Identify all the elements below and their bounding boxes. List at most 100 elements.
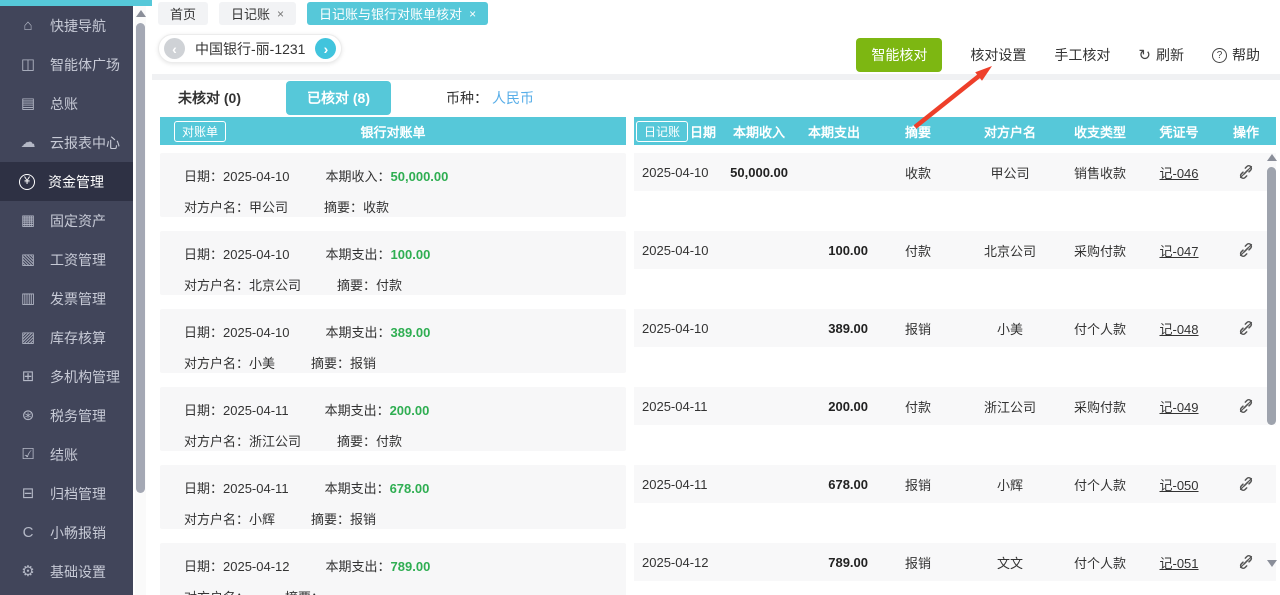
journal-panel-header: 日记账 日期 本期收入 本期支出 摘要 对方户名 收支类型 凭证号 操作	[634, 117, 1276, 145]
sidebar-item-fixed-assets[interactable]: ▦ 固定资产	[0, 201, 133, 240]
sidebar-item-funds-management[interactable]: ¥ 资金管理	[0, 162, 133, 201]
next-bank-button[interactable]: ›	[315, 38, 337, 59]
voucher-link[interactable]: 记-049	[1159, 399, 1199, 415]
journal-voucher-cell: 记-048	[1142, 319, 1216, 338]
sidebar-item-closing[interactable]: ☑ 结账	[0, 435, 133, 474]
journal-operation-cell	[1216, 164, 1276, 180]
xiaochang-expense-icon: C	[22, 524, 34, 541]
sidebar-item-label: 税务管理	[50, 407, 106, 424]
journal-party: 小辉	[996, 477, 1023, 493]
statement-row[interactable]: 日期：2025-04-11 本期支出：200.00 对方户名：浙江公司 摘要：付款	[160, 387, 626, 451]
sidebar-item-quick-nav[interactable]: ⌂ 快捷导航	[0, 6, 133, 45]
statement-row[interactable]: 日期：2025-04-11 本期支出：678.00 对方户名：小辉 摘要：报销	[160, 465, 626, 529]
column-header-6: 凭证号	[1159, 124, 1199, 140]
journal-scroll-up-arrow[interactable]	[1266, 154, 1277, 161]
memo-value: 付款	[376, 434, 403, 449]
unlink-icon[interactable]	[1238, 476, 1254, 492]
sidebar-item-archive[interactable]: ⊟ 归档管理	[0, 474, 133, 513]
amount-label: 本期支出：	[325, 559, 391, 574]
sidebar-item-label: 基础设置	[50, 563, 106, 580]
refresh-button[interactable]: ↻ 刷新	[1138, 45, 1184, 65]
sidebar-item-basic-settings[interactable]: ⚙ 基础设置	[0, 552, 133, 591]
close-icon[interactable]: ×	[277, 6, 285, 21]
statement-row[interactable]: 日期：2025-04-10 本期支出：100.00 对方户名：北京公司 摘要：付款	[160, 231, 626, 295]
statement-row[interactable]: 日期：2025-04-10 本期收入：50,000.00 对方户名：甲公司 摘要：收款	[160, 153, 626, 217]
party-value: 小美	[249, 356, 276, 371]
voucher-link[interactable]: 记-048	[1159, 321, 1199, 337]
sidebar-scroll-up-arrow[interactable]	[135, 10, 146, 17]
bank-account-selector[interactable]: ‹ 中国银行-丽-1231 ›	[158, 34, 343, 63]
sidebar-item-invoice-management[interactable]: ▥ 发票管理	[0, 279, 133, 318]
party-label: 对方户名：	[184, 512, 250, 527]
sidebar-item-tax-management[interactable]: ⊛ 税务管理	[0, 396, 133, 435]
tab-journal[interactable]: 日记账 ×	[219, 2, 297, 25]
journal-type: 付个人款	[1073, 321, 1126, 337]
tab-journal-bank-reconciliation[interactable]: 日记账与银行对账单核对 ×	[307, 2, 489, 25]
amount-label: 本期支出：	[325, 247, 391, 262]
journal-scrollbar[interactable]	[1266, 150, 1277, 592]
voucher-link[interactable]: 记-051	[1159, 555, 1199, 571]
sidebar-item-label: 结账	[50, 446, 78, 463]
filter-bar: 未核对 (0) 已核对 (8) 币种： 人民币	[158, 81, 534, 115]
tab-bar: 首页 日记账 × 日记账与银行对账单核对 ×	[158, 2, 489, 25]
journal-row: 2025-04-10 100.00 付款 北京公司 采购付款 记-047	[634, 231, 1276, 269]
journal-summary: 报销	[904, 555, 931, 571]
date-value: 2025-04-11	[223, 481, 289, 496]
toolbar-actions: 智能核对 核对设置 手工核对 ↻ 刷新 ? 帮助	[856, 38, 1260, 72]
journal-summary: 付款	[904, 243, 931, 259]
statement-row-line1: 日期：2025-04-12 本期支出：789.00	[184, 556, 626, 575]
statement-row[interactable]: 日期：2025-04-12 本期支出：789.00 对方户名： 摘要：	[160, 543, 626, 595]
sidebar-item-cloud-reports[interactable]: ☁ 云报表中心	[0, 123, 133, 162]
column-header-2: 本期支出	[807, 124, 860, 140]
journal-expense: 789.00	[828, 554, 868, 570]
sidebar-item-label: 云报表中心	[50, 134, 120, 151]
unlink-icon[interactable]	[1238, 554, 1254, 570]
sidebar-item-agent-plaza[interactable]: ◫ 智能体广场	[0, 45, 133, 84]
close-icon[interactable]: ×	[469, 6, 477, 21]
journal-voucher-cell: 记-047	[1142, 241, 1216, 260]
journal-expense: 678.00	[828, 476, 868, 492]
sidebar-scrollbar-thumb[interactable]	[136, 23, 145, 493]
voucher-link[interactable]: 记-047	[1159, 243, 1199, 259]
refresh-label: 刷新	[1156, 47, 1184, 63]
sidebar-item-payroll[interactable]: ▧ 工资管理	[0, 240, 133, 279]
sidebar-item-general-ledger[interactable]: ▤ 总账	[0, 84, 133, 123]
tab-unchecked[interactable]: 未核对 (0)	[178, 90, 241, 106]
help-button[interactable]: ? 帮助	[1212, 45, 1260, 65]
tax-management-icon: ⊛	[21, 407, 35, 424]
journal-scroll-down-arrow[interactable]	[1266, 560, 1277, 567]
fixed-assets-icon: ▦	[20, 212, 36, 229]
tab-label: 首页	[170, 7, 197, 22]
sidebar-item-xiaochang-expense[interactable]: C 小畅报销	[0, 513, 133, 552]
party-label: 对方户名：	[184, 200, 250, 215]
sidebar-items: ⌂ 快捷导航 ◫ 智能体广场 ▤ 总账 ☁ 云报表中心 ¥ 资金管理 ▦ 固定资产 ▧ 工资管理 ▥ 发票管理…	[0, 6, 133, 591]
statement-row[interactable]: 日期：2025-04-10 本期支出：389.00 对方户名：小美 摘要：报销	[160, 309, 626, 373]
tab-checked[interactable]: 已核对 (8)	[286, 81, 391, 115]
sidebar-item-multi-org[interactable]: ⊞ 多机构管理	[0, 357, 133, 396]
sidebar-scrollbar[interactable]	[135, 6, 146, 595]
check-settings-button[interactable]: 核对设置	[970, 47, 1027, 63]
voucher-link[interactable]: 记-046	[1159, 165, 1199, 181]
tab-home[interactable]: 首页	[158, 2, 209, 25]
unlink-icon[interactable]	[1238, 164, 1254, 180]
journal-party: 浙江公司	[983, 399, 1036, 415]
column-header-5: 收支类型	[1073, 124, 1126, 140]
toolbar-divider	[152, 74, 1280, 80]
journal-scrollbar-thumb[interactable]	[1267, 167, 1276, 425]
sidebar-item-label: 总账	[50, 95, 78, 112]
unlink-icon[interactable]	[1238, 320, 1254, 336]
smart-check-button[interactable]: 智能核对	[856, 38, 943, 72]
refresh-icon: ↻	[1138, 47, 1151, 64]
sidebar-item-label: 库存核算	[50, 329, 106, 346]
quick-nav-icon: ⌂	[23, 17, 33, 34]
voucher-link[interactable]: 记-050	[1159, 477, 1199, 493]
statement-row-line2: 对方户名： 摘要：	[184, 587, 626, 595]
prev-bank-button[interactable]: ‹	[164, 38, 185, 59]
journal-expense: 200.00	[828, 398, 868, 414]
unlink-icon[interactable]	[1238, 398, 1254, 414]
manual-check-button[interactable]: 手工核对	[1054, 47, 1111, 63]
general-ledger-icon: ▤	[20, 95, 36, 112]
unlink-icon[interactable]	[1238, 242, 1254, 258]
sidebar-item-inventory[interactable]: ▨ 库存核算	[0, 318, 133, 357]
currency-value[interactable]: 人民币	[492, 90, 534, 106]
